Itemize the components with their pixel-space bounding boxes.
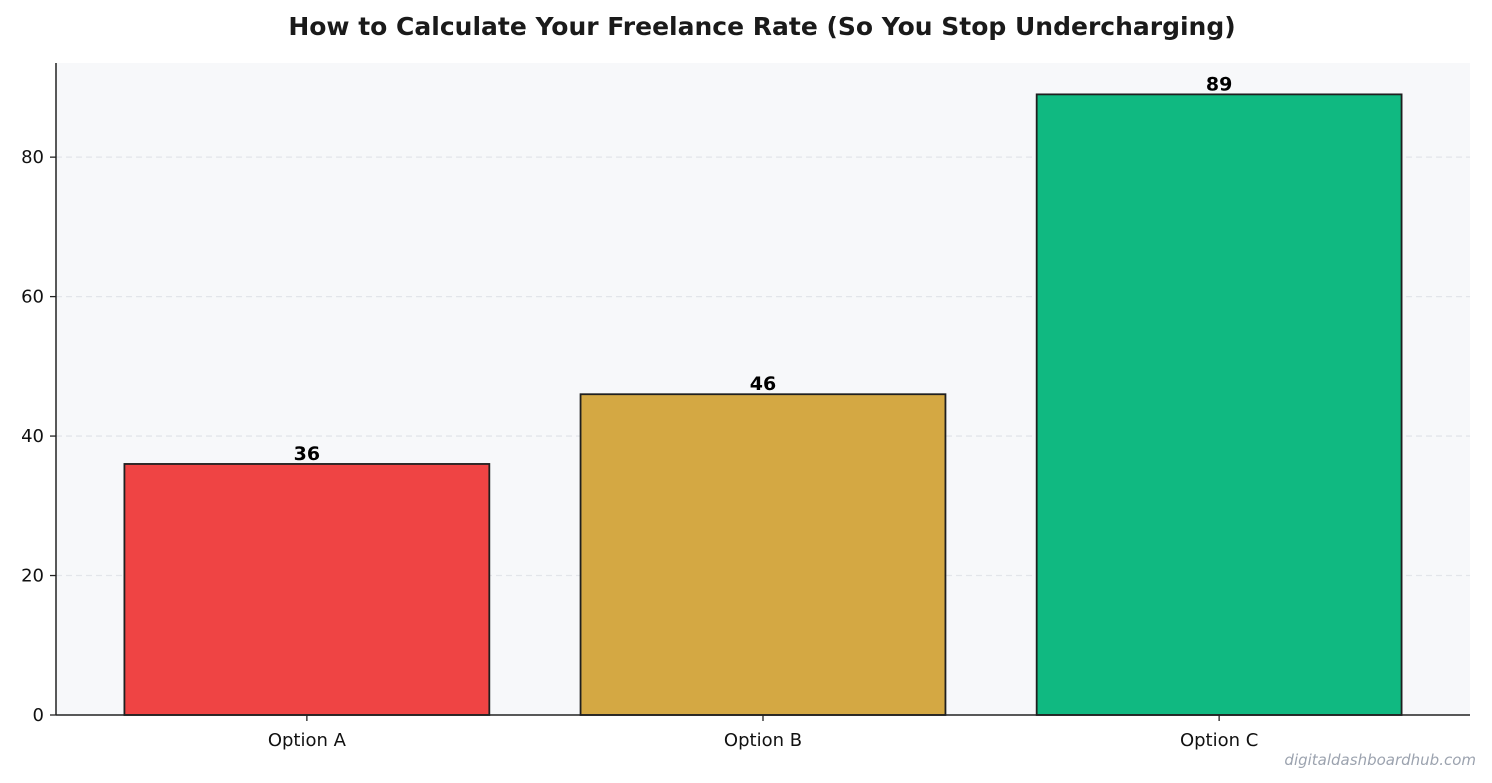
y-tick-label: 60 [21, 287, 44, 308]
y-tick-label: 20 [21, 566, 44, 587]
x-tick-label: Option A [268, 730, 347, 751]
data-label: 46 [750, 373, 776, 395]
bar-option-b [579, 393, 947, 716]
x-tick-label: Option B [724, 730, 802, 751]
data-label: 89 [1206, 73, 1232, 95]
y-tick-label: 40 [21, 426, 44, 447]
chart-title: How to Calculate Your Freelance Rate (So… [288, 12, 1235, 41]
x-tick-label: Option C [1180, 730, 1258, 751]
tick-labels: 0 20 40 60 80 Option A Option B Option C [21, 147, 1258, 751]
y-tick-label: 80 [21, 147, 44, 168]
data-labels: 36 46 89 [294, 73, 1233, 465]
bar-option-a [123, 463, 491, 716]
bars [123, 93, 1403, 716]
y-tick-label: 0 [33, 705, 44, 726]
data-label: 36 [294, 443, 320, 465]
watermark: digitaldashboardhub.com [1284, 751, 1476, 769]
bar-option-c [1035, 93, 1403, 716]
